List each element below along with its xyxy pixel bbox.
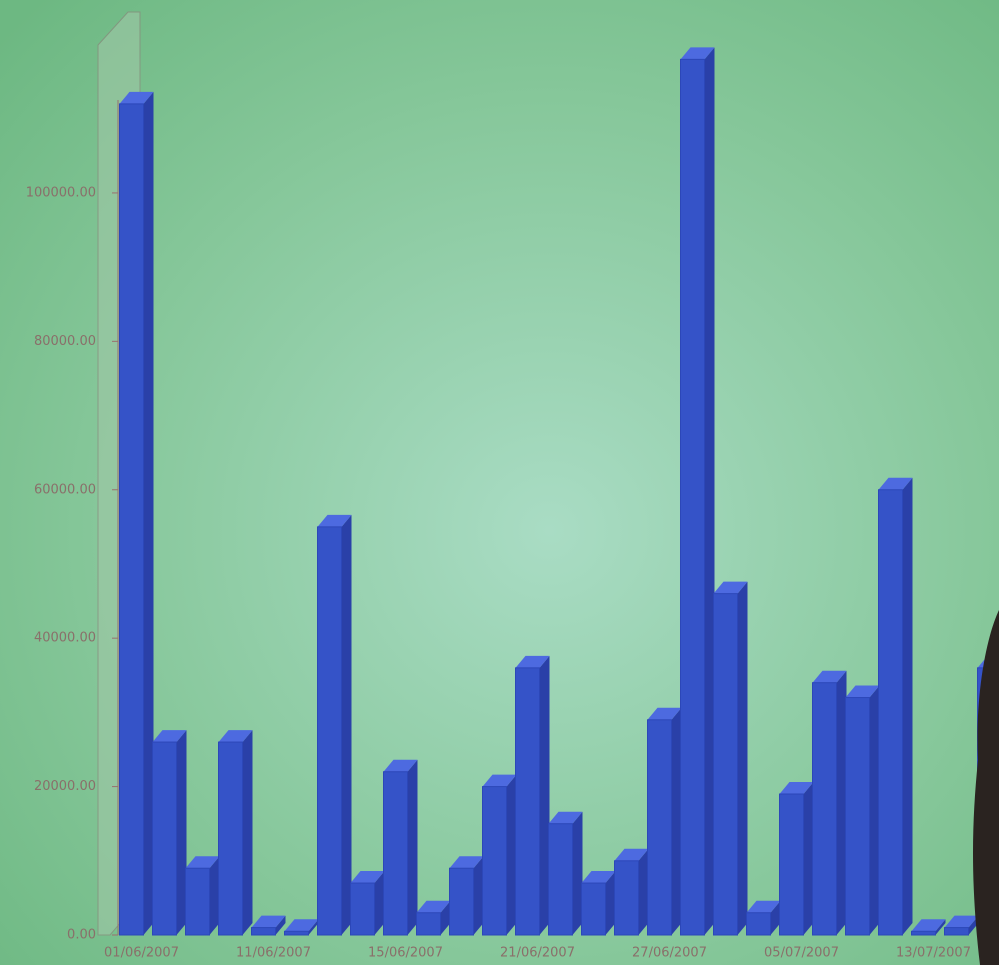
bar-side: [275, 915, 286, 935]
bar-side: [770, 900, 781, 935]
bar-top: [680, 47, 715, 60]
y-tick-label: 100000.00: [26, 185, 96, 200]
bar-top: [416, 900, 451, 913]
y-tick-label: 20000.00: [34, 779, 96, 794]
bar-side: [176, 730, 187, 935]
bar-side: [242, 730, 253, 935]
x-tick-label: 15/06/2007: [368, 946, 443, 961]
bar-top: [185, 856, 220, 869]
x-tick-label: 21/06/2007: [500, 946, 575, 961]
bar-top: [779, 782, 814, 795]
bar-top: [482, 774, 517, 787]
bar-side: [506, 774, 517, 935]
bar-side: [374, 871, 385, 935]
bar: [185, 867, 210, 936]
bar-top: [350, 871, 385, 884]
bar-top: [746, 900, 781, 913]
bar-top: [911, 919, 946, 932]
bar-top: [119, 91, 154, 104]
bar: [845, 697, 870, 936]
y-tick-label: 0.00: [67, 928, 96, 943]
bar: [449, 867, 474, 936]
bar-top: [218, 730, 253, 743]
bar-top: [449, 856, 484, 869]
bar-top: [383, 759, 418, 772]
bar: [680, 58, 705, 936]
bar-top: [812, 670, 847, 683]
bar-top: [581, 871, 616, 884]
bar: [350, 882, 375, 936]
bar-side: [209, 856, 220, 935]
bar: [482, 786, 507, 936]
bar-top: [515, 655, 550, 668]
bar: [218, 741, 243, 936]
bar-side: [902, 477, 913, 935]
bar-top: [713, 581, 748, 594]
bar: [119, 103, 144, 936]
bar-side: [671, 707, 682, 935]
bar-side: [605, 871, 616, 935]
person-silhouette: [973, 610, 999, 965]
bar-side: [407, 759, 418, 935]
bar-top: [317, 514, 352, 527]
bar-top: [944, 915, 979, 928]
bar-side: [143, 91, 154, 935]
bar-side: [440, 900, 451, 935]
bar-side: [935, 919, 946, 935]
bar: [911, 930, 936, 936]
bar: [284, 930, 309, 936]
bar-side: [869, 685, 880, 935]
x-tick-label: 27/06/2007: [632, 946, 707, 961]
y-tick-label: 80000.00: [34, 334, 96, 349]
bar-side: [473, 856, 484, 935]
bar-side: [638, 848, 649, 935]
bar-top: [251, 915, 286, 928]
bar: [713, 593, 738, 936]
x-tick-label: 01/06/2007: [104, 946, 179, 961]
bar-top: [152, 730, 187, 743]
bar-side: [737, 581, 748, 935]
bar-top: [845, 685, 880, 698]
bar-side: [308, 919, 319, 935]
bar-side: [803, 782, 814, 935]
bar: [548, 823, 573, 936]
bar: [614, 860, 639, 936]
bar-side: [539, 655, 550, 935]
bar-side: [836, 670, 847, 935]
bar-side: [341, 514, 352, 935]
x-tick-label: 05/07/2007: [764, 946, 839, 961]
bar: [746, 912, 771, 936]
bar-top: [878, 477, 913, 490]
bar: [581, 882, 606, 936]
y-tick-label: 60000.00: [34, 482, 96, 497]
bar: [383, 771, 408, 936]
bar-top: [548, 811, 583, 824]
bar: [416, 912, 441, 936]
bar: [944, 927, 969, 936]
bar-side: [704, 47, 715, 936]
bar: [251, 927, 276, 936]
bar-side: [572, 811, 583, 935]
y-tick-label: 40000.00: [34, 631, 96, 646]
bar-top: [614, 848, 649, 861]
bar: [515, 667, 540, 936]
bar: [878, 489, 903, 936]
bar: [779, 793, 804, 936]
bar: [317, 526, 342, 936]
bar-top: [284, 919, 319, 932]
bar: [152, 741, 177, 936]
bar: [647, 719, 672, 936]
bar: [812, 682, 837, 936]
x-tick-label: 13/07/2007: [896, 946, 971, 961]
x-tick-label: 11/06/2007: [236, 946, 311, 961]
bar-top: [647, 707, 682, 720]
